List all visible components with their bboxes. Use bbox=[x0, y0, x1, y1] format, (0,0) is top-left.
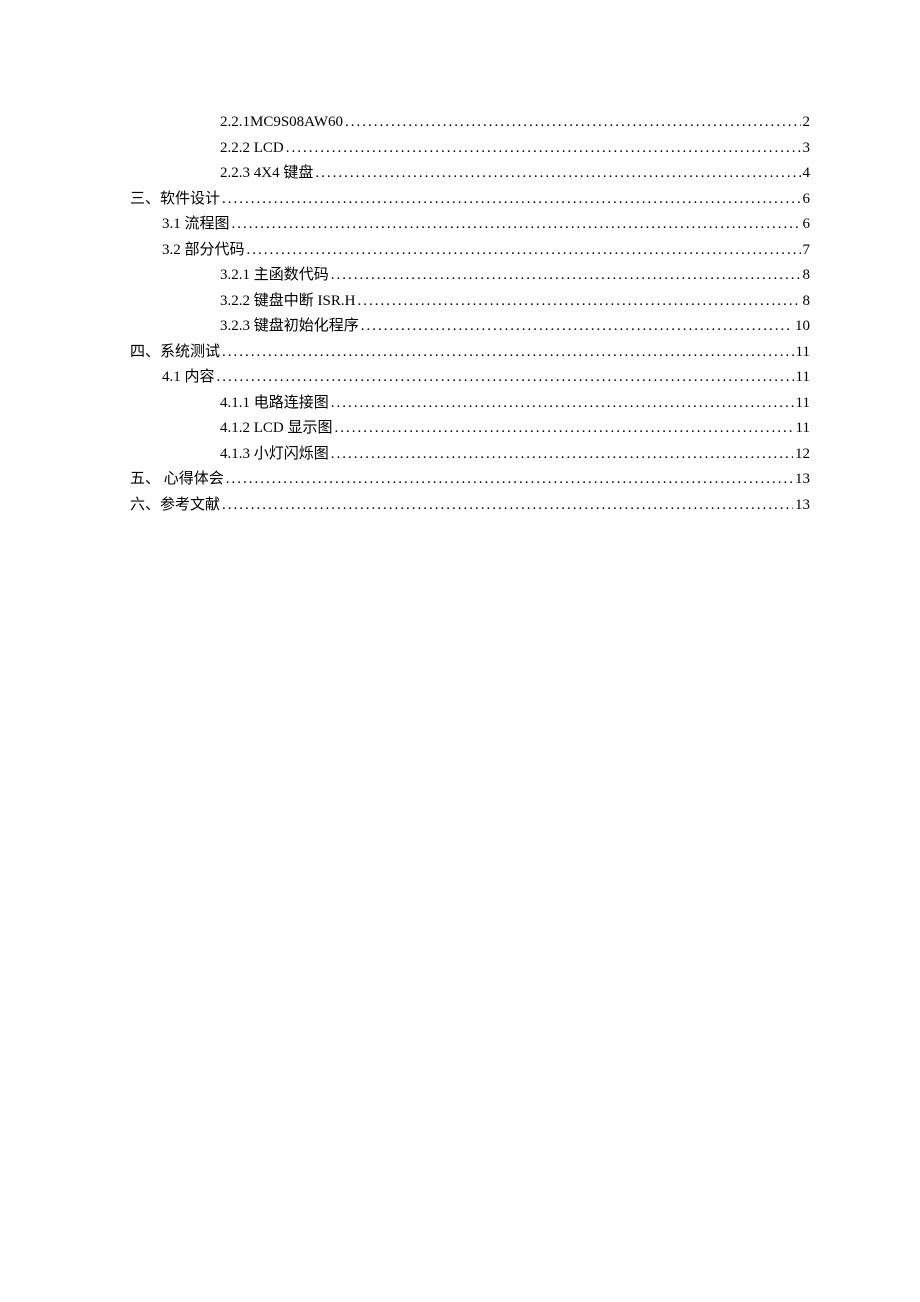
toc-leader-dots bbox=[222, 187, 800, 213]
table-of-contents: 2.2.1MC9S08AW60 22.2.2 LCD32.2.3 4X4 键盘4… bbox=[130, 110, 810, 518]
toc-leader-dots bbox=[335, 416, 794, 442]
toc-leader-dots bbox=[361, 314, 793, 340]
toc-page-number: 10 bbox=[795, 314, 810, 340]
toc-entry: 4.1.3 小灯闪烁图 12 bbox=[130, 442, 810, 468]
toc-leader-dots bbox=[286, 136, 801, 162]
toc-label: 2.2.1MC9S08AW60 bbox=[220, 110, 343, 136]
toc-leader-dots bbox=[222, 493, 793, 519]
toc-label: 3.2.3 键盘初始化程序 bbox=[220, 314, 359, 340]
toc-label: 六、参考文献 bbox=[130, 493, 220, 519]
toc-leader-dots bbox=[331, 263, 801, 289]
toc-label: 4.1.2 LCD 显示图 bbox=[220, 416, 333, 442]
toc-entry: 4.1 内容 11 bbox=[130, 365, 810, 391]
toc-entry: 五、 心得体会 13 bbox=[130, 467, 810, 493]
toc-label: 4.1.1 电路连接图 bbox=[220, 391, 329, 417]
toc-page-number: 6 bbox=[803, 212, 811, 238]
toc-entry: 三、软件设计 6 bbox=[130, 187, 810, 213]
toc-page-number: 8 bbox=[803, 289, 811, 315]
toc-label: 4.1.3 小灯闪烁图 bbox=[220, 442, 329, 468]
toc-leader-dots bbox=[345, 110, 801, 136]
toc-label: 2.2.3 4X4 键盘 bbox=[220, 161, 313, 187]
toc-page-number: 11 bbox=[796, 340, 810, 366]
toc-entry: 2.2.2 LCD 3 bbox=[130, 136, 810, 162]
toc-leader-dots bbox=[217, 365, 794, 391]
toc-page-number: 7 bbox=[803, 238, 811, 264]
toc-entry: 3.2 部分代码 7 bbox=[130, 238, 810, 264]
toc-page-number: 3 bbox=[803, 136, 811, 162]
toc-leader-dots bbox=[226, 467, 793, 493]
toc-page-number: 11 bbox=[796, 416, 810, 442]
toc-entry: 六、参考文献 13 bbox=[130, 493, 810, 519]
toc-entry: 3.2.3 键盘初始化程序 10 bbox=[130, 314, 810, 340]
toc-entry: 4.1.1 电路连接图 11 bbox=[130, 391, 810, 417]
toc-page-number: 12 bbox=[795, 442, 810, 468]
toc-label: 2.2.2 LCD bbox=[220, 136, 284, 162]
toc-entry: 3.2.1 主函数代码 8 bbox=[130, 263, 810, 289]
toc-leader-dots bbox=[222, 340, 794, 366]
toc-entry: 四、系统测试 11 bbox=[130, 340, 810, 366]
toc-leader-dots bbox=[315, 161, 800, 187]
toc-label: 4.1 内容 bbox=[162, 365, 215, 391]
toc-leader-dots bbox=[331, 391, 794, 417]
toc-page-number: 13 bbox=[795, 493, 810, 519]
toc-page-number: 8 bbox=[803, 263, 811, 289]
toc-label: 3.1 流程图 bbox=[162, 212, 230, 238]
toc-page-number: 2 bbox=[803, 110, 811, 136]
toc-label: 三、软件设计 bbox=[130, 187, 220, 213]
toc-leader-dots bbox=[232, 212, 801, 238]
toc-page-number: 11 bbox=[796, 365, 810, 391]
toc-entry: 2.2.3 4X4 键盘 4 bbox=[130, 161, 810, 187]
toc-label: 五、 心得体会 bbox=[130, 467, 224, 493]
toc-label: 四、系统测试 bbox=[130, 340, 220, 366]
toc-page-number: 6 bbox=[803, 187, 811, 213]
toc-page-number: 4 bbox=[803, 161, 811, 187]
toc-leader-dots bbox=[247, 238, 801, 264]
toc-label: 3.2.2 键盘中断 ISR.H bbox=[220, 289, 355, 315]
toc-entry: 2.2.1MC9S08AW60 2 bbox=[130, 110, 810, 136]
toc-entry: 4.1.2 LCD 显示图 11 bbox=[130, 416, 810, 442]
toc-label: 3.2.1 主函数代码 bbox=[220, 263, 329, 289]
toc-entry: 3.2.2 键盘中断 ISR.H 8 bbox=[130, 289, 810, 315]
toc-entry: 3.1 流程图 6 bbox=[130, 212, 810, 238]
toc-page-number: 11 bbox=[796, 391, 810, 417]
toc-leader-dots bbox=[357, 289, 800, 315]
toc-page-number: 13 bbox=[795, 467, 810, 493]
toc-leader-dots bbox=[331, 442, 793, 468]
toc-label: 3.2 部分代码 bbox=[162, 238, 245, 264]
